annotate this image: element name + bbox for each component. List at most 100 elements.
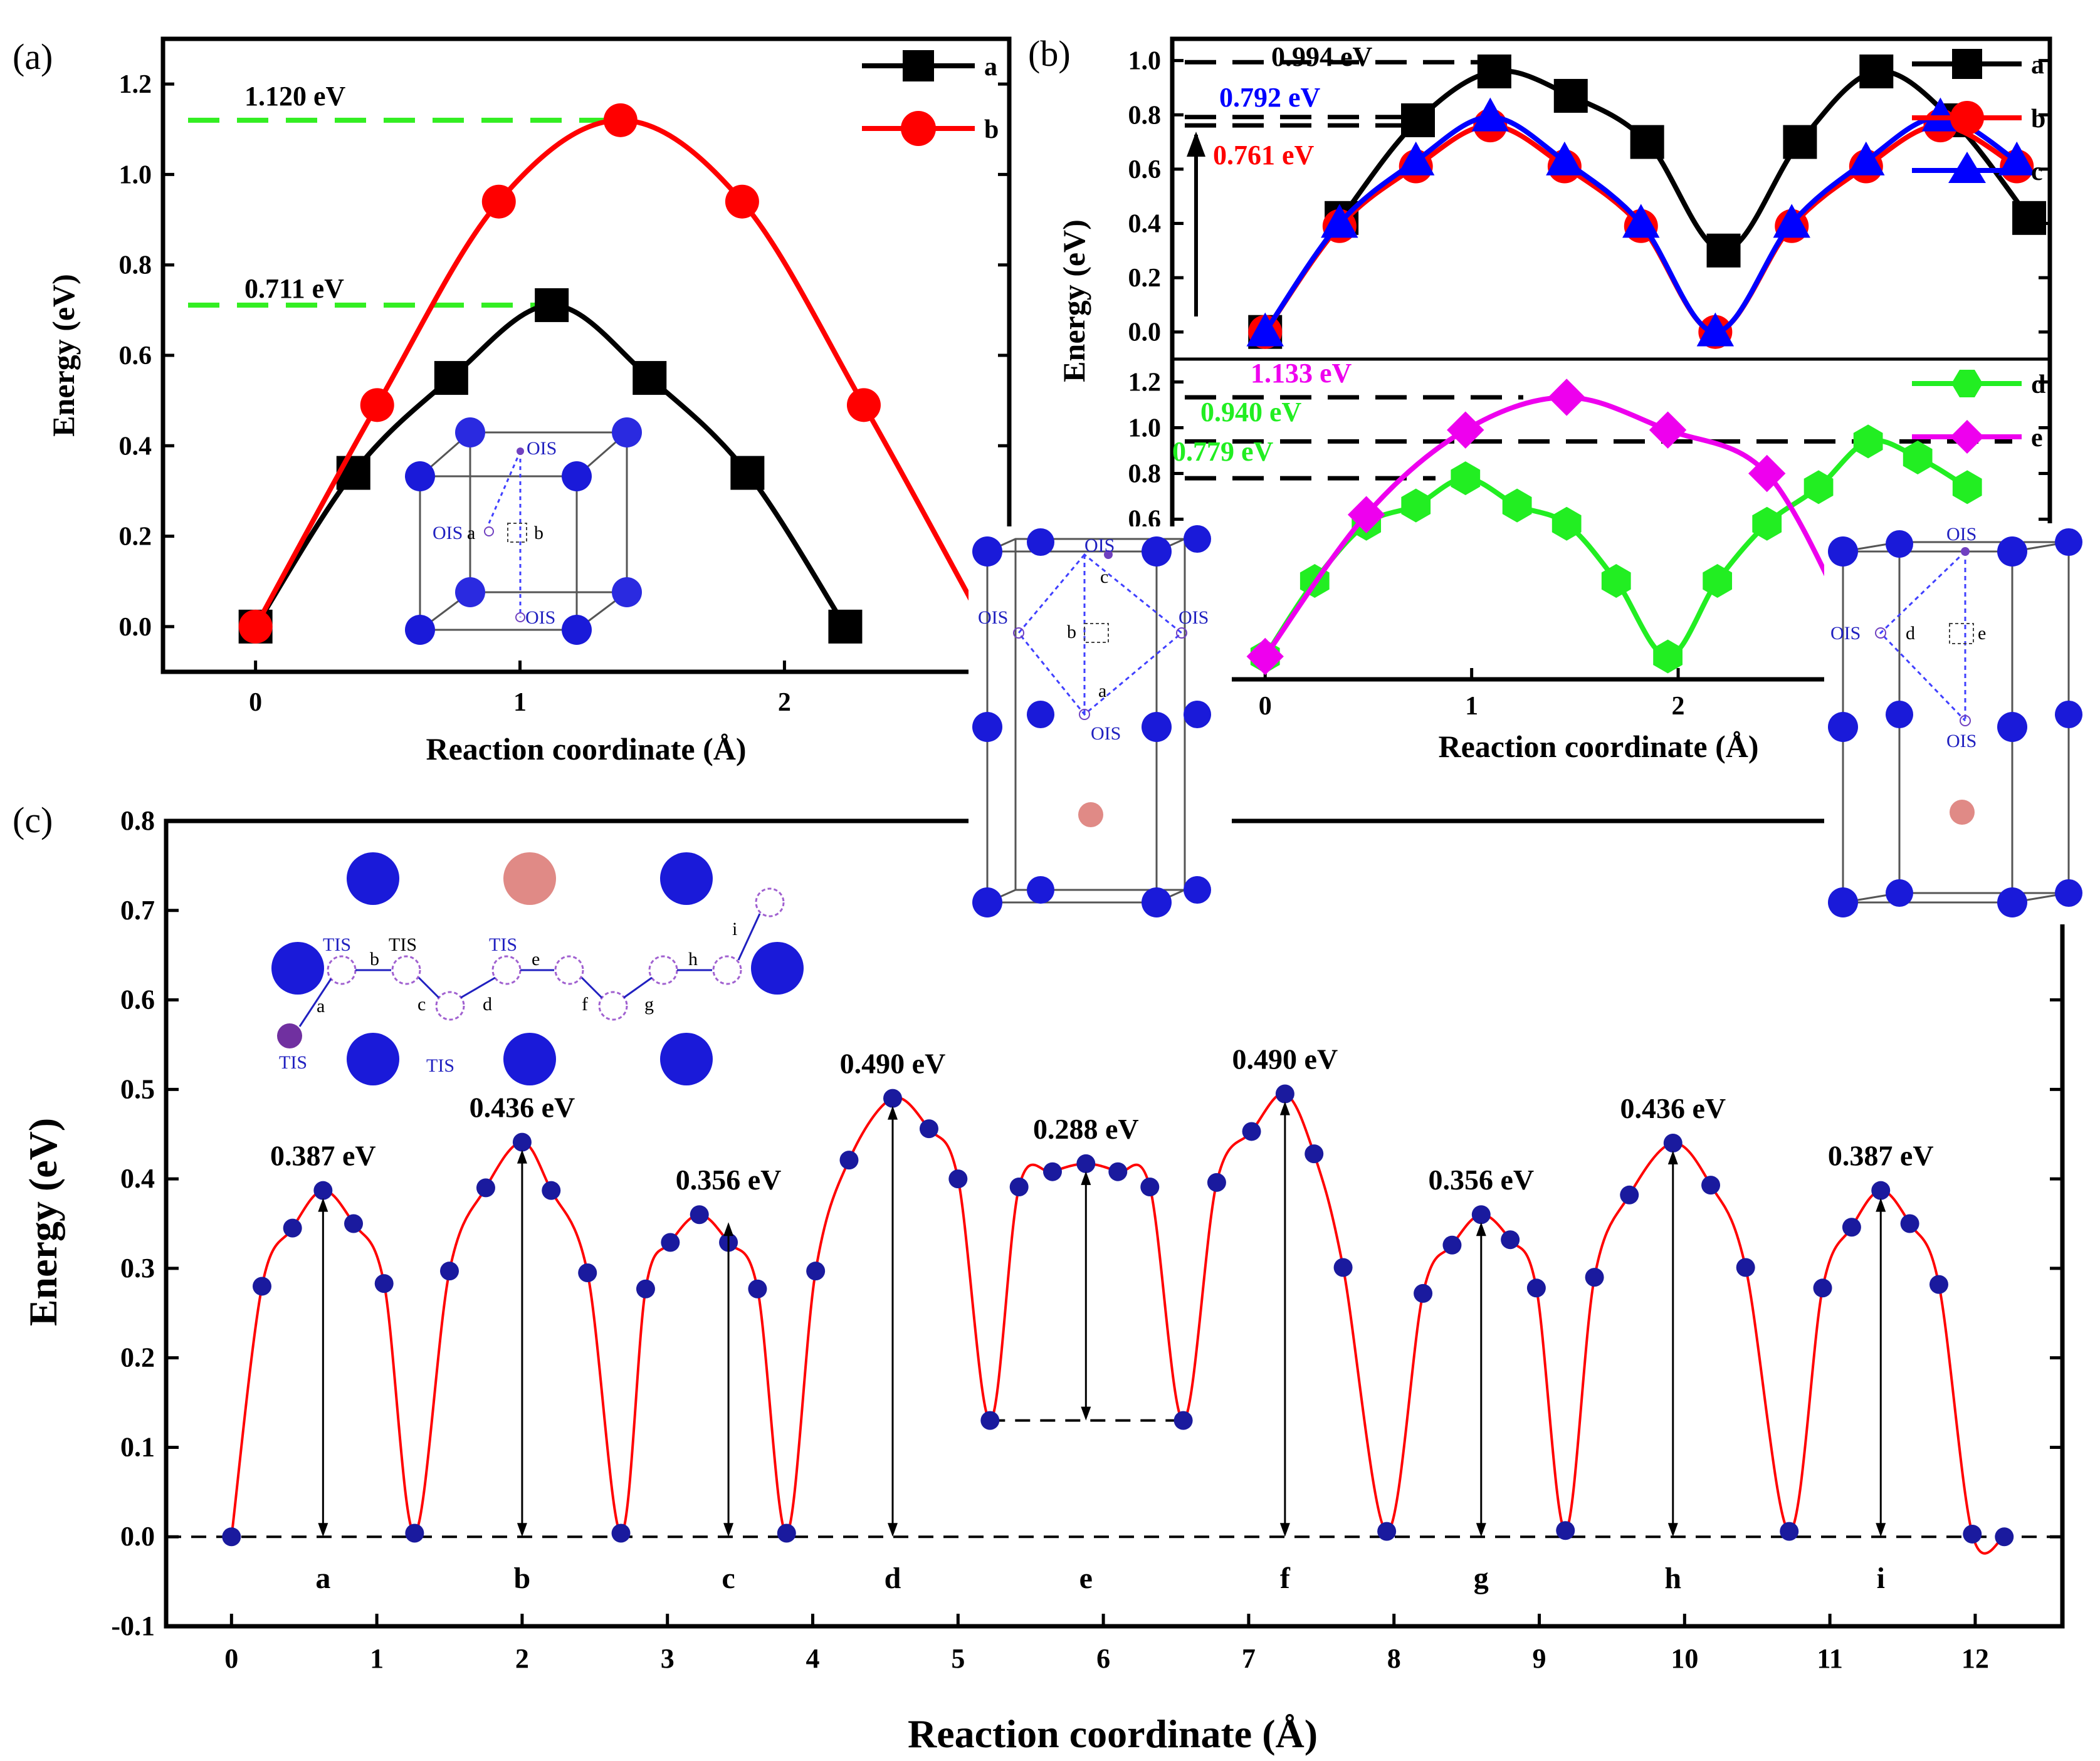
- chart-a-legend: a b: [862, 50, 999, 146]
- xtick-label-c-10: 10: [1671, 1643, 1698, 1674]
- series-c-path-point-31: [1207, 1173, 1226, 1192]
- series-c-path-point-7: [440, 1262, 459, 1281]
- chart-b-annotation-0779: 0.779 eV: [1172, 436, 1274, 467]
- series-b_top-c-point-1: [1321, 204, 1358, 238]
- barrier-a-arrowhead-bottom: [318, 1523, 328, 1537]
- chart-b-series: [1246, 54, 2047, 676]
- chart-b-annotation-0994: 0.994 eV: [1271, 41, 1373, 72]
- series-c-path-point-27: [1076, 1154, 1096, 1173]
- cell-inset-right: OIS OIS OIS d e: [1824, 523, 2082, 924]
- cell-right-path-e: e: [1978, 623, 1986, 644]
- barrier-i-arrowhead-bottom: [1876, 1523, 1886, 1537]
- series-c-path-point-50: [1842, 1218, 1861, 1237]
- series-b_top-a-point-5: [1630, 125, 1664, 159]
- inset-a-ois-left: OIS: [433, 523, 463, 543]
- inset-a-ois-bottom: OIS: [525, 607, 555, 628]
- series-c-path-point-45: [1663, 1134, 1683, 1152]
- barrier-i-arrowhead-top: [1876, 1198, 1886, 1212]
- series-b_top-a-point-10: [2012, 201, 2047, 235]
- inset-c-step-d: d: [483, 994, 492, 1015]
- legend-b-circle-marker: [901, 111, 936, 146]
- xtick-label-c-9: 9: [1533, 1643, 1546, 1674]
- ytick-label-c-9: 0.8: [120, 805, 155, 836]
- series-c-path-point-24: [980, 1411, 1000, 1430]
- series-b_bottom-d-point-8: [1653, 639, 1683, 674]
- ytick-label-c-5: 0.4: [120, 1163, 155, 1194]
- chart-b-legend-e: e: [2031, 424, 2043, 452]
- chart-c-xlabel: Reaction coordinate (Å): [908, 1711, 1318, 1756]
- series-c-path-point-41: [1526, 1278, 1546, 1298]
- barrier-f-arrowhead-bottom: [1279, 1523, 1290, 1537]
- series-b_bottom-e-point-5: [1748, 454, 1786, 493]
- series-c-path-point-49: [1813, 1278, 1832, 1298]
- series-c-path-point-4: [344, 1214, 364, 1233]
- ytick-label-a-1: 0.2: [119, 523, 152, 551]
- cell-left-ois-bottom: OIS: [1091, 723, 1121, 744]
- series-b_top-c-point-4: [1546, 141, 1583, 175]
- ytick-label-b_bottom-2: 1.0: [1128, 414, 1162, 443]
- chart-a-cell-inset: OIS OIS OIS a b: [405, 417, 642, 645]
- segment-g-label: g: [1474, 1562, 1489, 1595]
- chart-c-barriers: 0.387 eV a 0.436 eV b 0.356 eV c 0.490 eV d 0.28…: [270, 1043, 1934, 1595]
- xtick-label-c-7: 7: [1242, 1643, 1256, 1674]
- barrier-h-arrowhead-bottom: [1667, 1523, 1678, 1537]
- ytick-label-c-0: -0.1: [111, 1611, 155, 1641]
- series-a-b-point-2: [481, 184, 516, 219]
- barrier-e-arrowhead-top: [1081, 1171, 1091, 1185]
- series-b_top-c-point-9: [1921, 97, 1960, 132]
- segment-i-label: i: [1877, 1562, 1885, 1595]
- series-b_top-c-point-0: [1246, 312, 1284, 347]
- series-c-path-point-8: [476, 1178, 495, 1198]
- series-c-path-point-5: [374, 1274, 394, 1293]
- ytick-label-c-8: 0.7: [120, 895, 155, 926]
- series-c-path-point-46: [1701, 1176, 1721, 1195]
- chart-a-guides: [188, 117, 621, 308]
- ytick-label-c-2: 0.1: [120, 1431, 155, 1462]
- cell-left-ois-left: OIS: [978, 607, 1008, 628]
- series-c-path-point-1: [252, 1277, 271, 1296]
- barrier-d-label: 0.490 eV: [840, 1048, 946, 1080]
- series-c-path-point-44: [1620, 1185, 1639, 1204]
- series-c-path-point-0: [222, 1527, 241, 1547]
- xtick-label-c-3: 3: [661, 1643, 675, 1674]
- barrier-g-arrowhead-bottom: [1476, 1523, 1486, 1537]
- cell-right-ois-left: OIS: [1830, 623, 1861, 644]
- barrier-e-arrowhead-bottom: [1081, 1406, 1091, 1421]
- xtick-label-c-5: 5: [951, 1643, 965, 1674]
- chart-a: 0.0 0.2 0.4 0.6 0.8 1.0 1.2 0 1 2 1.120 eV 0.711 …: [46, 36, 1012, 766]
- series-c-path-point-26: [1042, 1162, 1062, 1181]
- series-b_bottom-d-point-10: [1752, 506, 1782, 541]
- series-c-path-point-37: [1414, 1283, 1433, 1303]
- series-c-path-point-15: [690, 1205, 709, 1225]
- segment-c-label: c: [722, 1562, 735, 1595]
- cell-left-path-c: c: [1100, 567, 1108, 587]
- legend-b-d-hexagon-marker: [1951, 370, 1983, 397]
- series-b_top-a-point-2: [1401, 103, 1435, 137]
- barrier-b-arrowhead-bottom: [517, 1523, 527, 1537]
- chart-b-legend-b: b: [2031, 105, 2045, 133]
- series-a-b-line: [253, 117, 988, 628]
- ytick-label-b_top-0: 0.0: [1128, 318, 1162, 347]
- inset-c-tis-5: TIS: [279, 1052, 307, 1073]
- series-b_bottom-d-point-9: [1703, 564, 1733, 598]
- cell-inset-left: OIS OIS OIS OIS c b a: [969, 525, 1232, 928]
- series-a-b-point-1: [360, 388, 394, 422]
- chart-b-annotation-1133: 1.133 eV: [1251, 358, 1352, 389]
- series-b_bottom-d-point-14: [1952, 470, 1982, 504]
- ytick-label-a-3: 0.6: [119, 342, 152, 370]
- inset-a-path-a: a: [467, 523, 475, 543]
- inset-a-path-b: b: [534, 523, 543, 543]
- barrier-a-arrowhead-top: [318, 1198, 328, 1212]
- series-c-path-point-17: [748, 1279, 767, 1299]
- inset-c-step-e: e: [532, 949, 540, 969]
- chart-c-ticks: -0.10.00.10.20.30.40.50.60.70.80 1 2 3 4 5 6 7 8…: [111, 805, 2062, 1674]
- series-b_bottom-d-point-4: [1451, 461, 1481, 496]
- chart-b-legend-c: c: [2031, 157, 2043, 186]
- series-c-path-point-13: [636, 1279, 655, 1299]
- series-b_top-c-point-6: [1696, 312, 1735, 347]
- ytick-label-c-7: 0.6: [120, 985, 155, 1015]
- segment-h-label: h: [1664, 1562, 1681, 1595]
- cell-left-ois-top: OIS: [1084, 535, 1115, 556]
- xtick-label-c-11: 11: [1817, 1643, 1843, 1674]
